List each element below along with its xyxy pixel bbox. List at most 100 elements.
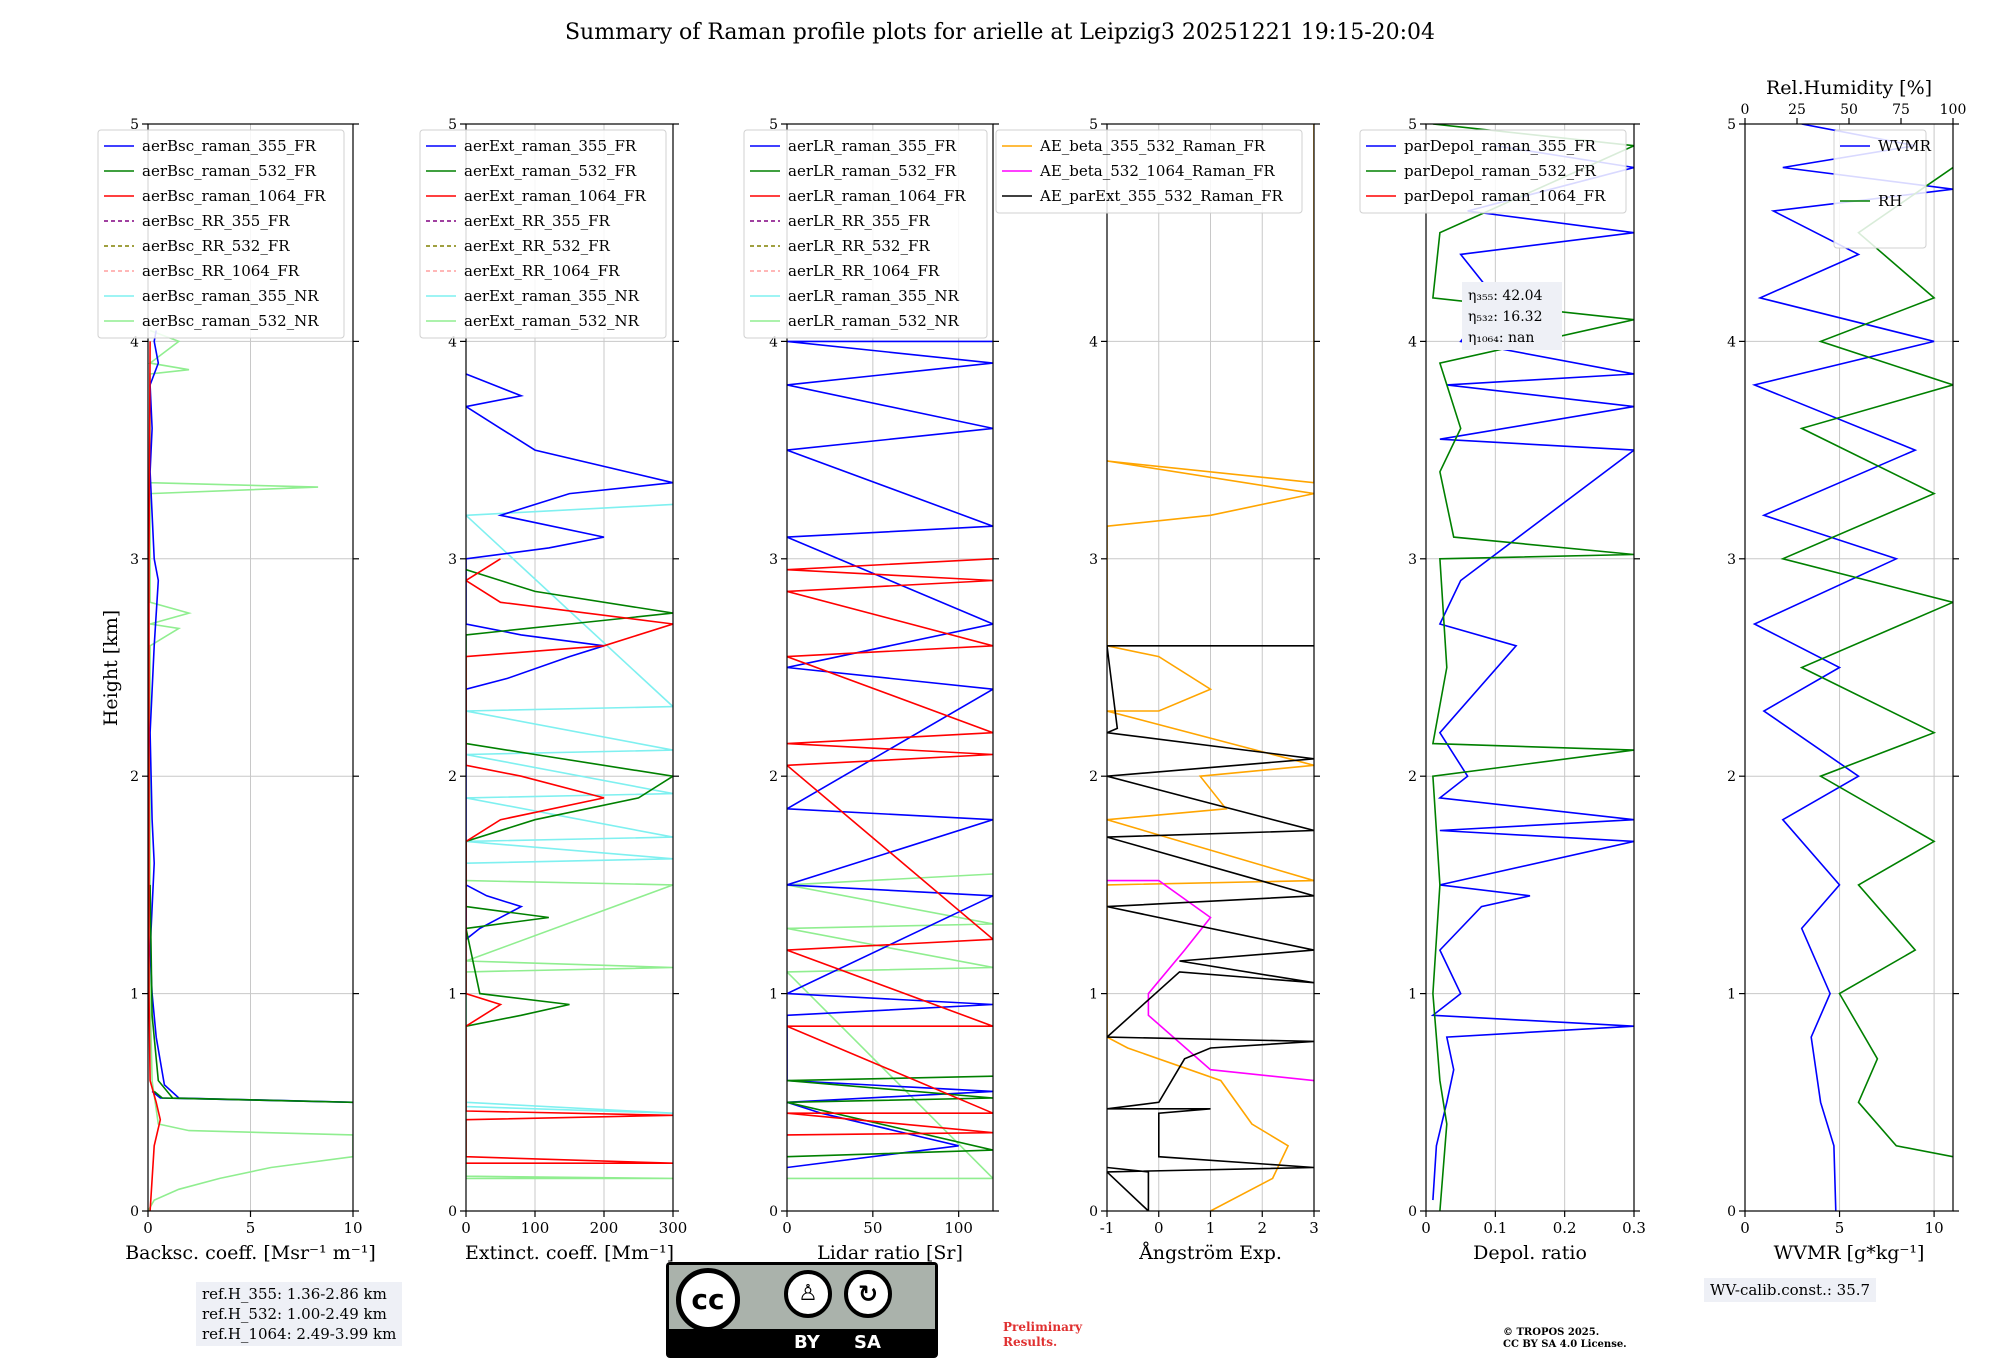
legend-label: parDepol_raman_355_FR bbox=[1404, 137, 1597, 155]
x-tick-label: 3 bbox=[1309, 1219, 1319, 1237]
series-line-blue bbox=[1751, 124, 1953, 1211]
series-group bbox=[466, 373, 673, 1180]
y-tick-label: 2 bbox=[1089, 769, 1098, 785]
series-line-blue bbox=[149, 330, 353, 1104]
legend-label: aerLR_raman_355_FR bbox=[788, 137, 957, 155]
series-group bbox=[787, 340, 993, 1180]
x-tick-label: 0 bbox=[782, 1219, 792, 1237]
legend-box bbox=[995, 129, 1303, 214]
x-tick-label: 2 bbox=[1257, 1219, 1267, 1237]
legend-label: RH bbox=[1878, 192, 1902, 210]
y-tick-label: 0 bbox=[1727, 1204, 1736, 1220]
y-tick-label: 2 bbox=[1408, 769, 1417, 785]
top-x-tick-label: 50 bbox=[1840, 102, 1858, 118]
top-axis-label: Rel.Humidity [%] bbox=[1766, 77, 1932, 99]
y-tick-label: 5 bbox=[769, 117, 778, 133]
cc-icon: cc bbox=[676, 1268, 740, 1332]
series-group bbox=[1107, 124, 1314, 1211]
series-line-lightgreen bbox=[787, 873, 993, 1180]
y-tick-label: 5 bbox=[448, 117, 457, 133]
x-tick-label: 10 bbox=[343, 1219, 362, 1237]
legend-label: AE_parExt_355_532_Raman_FR bbox=[1039, 187, 1284, 205]
x-tick-label: 5 bbox=[1835, 1219, 1845, 1237]
legend-box bbox=[1359, 129, 1627, 214]
series-line-lightgreen bbox=[148, 329, 353, 1211]
share-alike-icon: ↻ bbox=[844, 1270, 892, 1318]
legend-label: AE_beta_355_532_Raman_FR bbox=[1039, 137, 1266, 155]
x-tick-label: 200 bbox=[590, 1219, 619, 1237]
y-tick-label: 2 bbox=[448, 769, 457, 785]
axes-frame bbox=[1425, 123, 1635, 1212]
top-x-tick-label: 100 bbox=[1940, 102, 1967, 118]
legend-label: WVMR bbox=[1878, 137, 1932, 155]
x-tick-label: 1 bbox=[1206, 1219, 1216, 1237]
y-tick-label: 5 bbox=[1089, 117, 1098, 133]
top-x-tick-label: 0 bbox=[1741, 102, 1750, 118]
x-tick-label: 0 bbox=[143, 1219, 153, 1237]
y-tick-label: 1 bbox=[130, 987, 139, 1003]
y-tick-label: 0 bbox=[1408, 1204, 1417, 1220]
y-tick-label: 5 bbox=[1727, 117, 1736, 133]
x-axis-label: Depol. ratio bbox=[1473, 1242, 1587, 1264]
y-tick-label: 3 bbox=[448, 552, 457, 568]
y-tick-label: 1 bbox=[769, 987, 778, 1003]
legend-label: aerLR_RR_1064_FR bbox=[788, 262, 940, 280]
y-tick-label: 0 bbox=[448, 1204, 457, 1220]
x-tick-label: 50 bbox=[863, 1219, 882, 1237]
legend-label: aerBsc_raman_355_NR bbox=[142, 287, 319, 305]
series-group bbox=[148, 329, 353, 1211]
x-tick-label: 0.1 bbox=[1483, 1219, 1507, 1237]
legend-label: aerExt_raman_532_NR bbox=[464, 312, 640, 330]
series-line-green bbox=[149, 884, 353, 1104]
wv-calibration-box: WV-calib.const.: 35.7 bbox=[1704, 1278, 1877, 1302]
legend: aerExt_raman_355_FR aerExt_raman_532_FRae… bbox=[419, 129, 667, 339]
series-line-black bbox=[1107, 645, 1314, 1211]
legend-label: aerLR_RR_532_FR bbox=[788, 237, 930, 255]
x-tick-label: 0 bbox=[461, 1219, 471, 1237]
legend-label: aerLR_raman_532_FR bbox=[788, 162, 957, 180]
series-line-magenta bbox=[1107, 879, 1314, 1082]
legend-box bbox=[419, 129, 667, 339]
legend: parDepol_raman_355_FR parDepol_raman_532_… bbox=[1359, 129, 1627, 214]
legend-label: aerBsc_raman_1064_FR bbox=[142, 187, 326, 205]
x-tick-label: 0 bbox=[1154, 1219, 1164, 1237]
y-tick-label: 1 bbox=[1089, 987, 1098, 1003]
cc-by-label: BY bbox=[794, 1332, 820, 1353]
legend-label: aerBsc_RR_355_FR bbox=[142, 212, 290, 230]
annotation-eta: η₁₀₆₄: nan bbox=[1468, 330, 1534, 346]
legend: WVMR RH bbox=[1833, 129, 1932, 249]
ref-height-355: ref.H_355: 1.36-2.86 km bbox=[202, 1285, 387, 1303]
person-icon: ♙ bbox=[784, 1270, 832, 1318]
y-tick-label: 4 bbox=[1089, 334, 1098, 350]
y-tick-label: 5 bbox=[1408, 117, 1417, 133]
legend-box bbox=[743, 129, 988, 339]
series-line-cyan bbox=[466, 503, 673, 1114]
y-tick-label: 2 bbox=[769, 769, 778, 785]
y-tick-label: 0 bbox=[1089, 1204, 1098, 1220]
panel-depolarization: 0 0.1 0.2 0.3 0 1 2 3 4 5 Depol. ratio η₃₅₅: 42.04 η… bbox=[1359, 117, 1646, 1264]
y-tick-label: 3 bbox=[130, 552, 139, 568]
y-tick-label: 4 bbox=[1727, 334, 1736, 350]
annotation-eta: η₅₃₂: 16.32 bbox=[1468, 309, 1542, 325]
series-line-green bbox=[787, 1075, 993, 1158]
y-tick-label: 3 bbox=[1089, 552, 1098, 568]
y-tick-label: 4 bbox=[1408, 334, 1417, 350]
ref-height-1064: ref.H_1064: 2.49-3.99 km bbox=[202, 1325, 397, 1343]
legend-label: aerBsc_raman_532_NR bbox=[142, 312, 319, 330]
panel-backscatter: 0 5 10 0 1 2 3 4 5 Backsc. coeff. [Msr⁻¹ m⁻¹] aerB… bbox=[97, 117, 376, 1264]
legend: aerLR_raman_355_FR aerLR_raman_532_FR aerL… bbox=[743, 129, 988, 339]
legend-label: parDepol_raman_532_FR bbox=[1404, 162, 1597, 180]
x-tick-label: 0.2 bbox=[1553, 1219, 1577, 1237]
annotation-box bbox=[1462, 282, 1562, 350]
y-tick-label: 3 bbox=[1408, 552, 1417, 568]
cc-sa-label: SA bbox=[854, 1332, 881, 1353]
y-tick-label: 3 bbox=[1727, 552, 1736, 568]
y-tick-label: 0 bbox=[130, 1204, 139, 1220]
panel-lidar_ratio: 0 50 100 0 1 2 3 4 5 Lidar ratio [Sr] aerLR_raman_… bbox=[743, 117, 999, 1264]
x-tick-label: 0 bbox=[1740, 1219, 1750, 1237]
legend-label: aerExt_raman_1064_FR bbox=[464, 187, 646, 205]
y-tick-label: 2 bbox=[130, 769, 139, 785]
